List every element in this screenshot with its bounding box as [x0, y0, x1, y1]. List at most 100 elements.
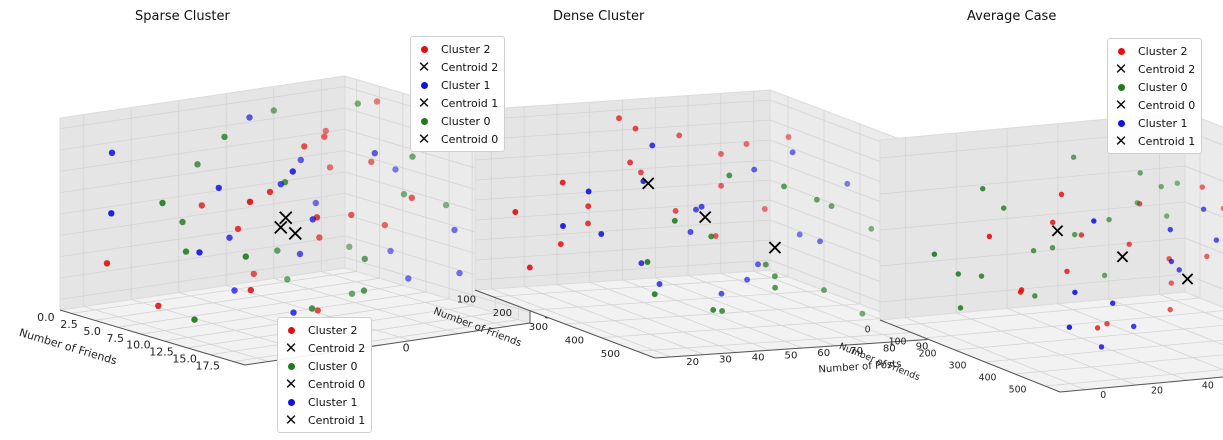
data-point: [308, 305, 316, 312]
data-point: [844, 180, 851, 187]
data-point: [246, 114, 253, 121]
data-point: [598, 231, 605, 237]
data-point: [785, 134, 792, 140]
data-point: [560, 223, 566, 229]
gridline: [71, 271, 357, 314]
x-tick-label: 15.0: [172, 352, 197, 365]
y-tick-label: 0: [403, 341, 410, 354]
centroid-marker: [274, 220, 288, 235]
legend-label: Cluster 2: [441, 42, 491, 56]
data-point: [761, 206, 768, 212]
data-point: [1134, 200, 1141, 206]
gridline: [956, 312, 1137, 386]
gridline: [984, 339, 1223, 363]
data-point: [957, 305, 964, 311]
data-point: [1017, 289, 1024, 295]
subplot-1-title: Sparse Cluster: [135, 9, 230, 24]
data-point: [1168, 280, 1175, 286]
subplot-3: 010020030040050002040608010002468Number …: [837, 111, 1223, 401]
legend-entry: ✕ Centroid 2: [415, 58, 499, 76]
data-point: [409, 153, 416, 160]
legend-entry: ✕ Centroid 0: [1112, 96, 1196, 114]
y-tick-label: 20: [686, 357, 699, 368]
data-point: [1094, 325, 1101, 331]
cross-marker-icon: ✕: [1114, 131, 1128, 150]
legend-entry: Cluster 0: [415, 112, 498, 130]
data-point: [772, 284, 779, 291]
x-axis-line: [879, 319, 1061, 393]
legend-label: Cluster 0: [441, 114, 491, 128]
legend-label: Cluster 1: [308, 395, 358, 409]
data-point: [789, 149, 796, 156]
x-tick-label: 200: [493, 308, 512, 319]
x-tick-label: 17.5: [196, 359, 221, 372]
data-point: [978, 273, 985, 279]
data-point: [1199, 184, 1206, 190]
gridline: [59, 214, 346, 258]
gridline: [117, 284, 403, 328]
data-point: [710, 306, 717, 313]
data-point: [627, 159, 634, 166]
gridline: [344, 256, 531, 313]
data-point: [743, 141, 750, 147]
y-tick-label: 70: [850, 346, 863, 357]
legend-entry: Cluster 0: [1112, 78, 1195, 96]
dot-marker-icon: [415, 40, 433, 58]
gridline: [474, 199, 771, 221]
data-point: [1066, 324, 1073, 330]
gridline: [94, 277, 380, 321]
x-tick-label: 400: [979, 373, 997, 384]
x-axis-label: Number of Friends: [18, 326, 119, 367]
y-tick-label: 80: [883, 344, 896, 355]
x-tick-label: 100: [457, 295, 476, 306]
legend-entry: ✕ Centroid 0: [282, 375, 366, 393]
data-point: [718, 290, 725, 297]
data-point: [360, 287, 368, 294]
data-point: [284, 276, 291, 283]
data-point: [215, 184, 222, 192]
centroid-stroke: [274, 220, 288, 235]
data-point: [348, 290, 356, 297]
data-point: [955, 271, 962, 277]
data-point: [616, 115, 622, 122]
dot-marker-icon: [1112, 114, 1130, 132]
gridline: [954, 324, 1223, 351]
data-point: [289, 168, 296, 175]
data-point: [676, 132, 683, 139]
gridline: [59, 256, 346, 300]
subplot-3-legend: Cluster 2 ✕ Centroid 2 Cluster 0 ✕ Centroid 0…: [1107, 38, 1203, 154]
data-point: [1030, 247, 1037, 254]
data-point: [226, 234, 233, 241]
data-point: [712, 233, 719, 239]
data-point: [1091, 218, 1097, 224]
gridline: [879, 273, 1186, 303]
data-point: [931, 251, 938, 257]
gridline: [1014, 354, 1223, 375]
cross-marker-icon: ✕: [284, 410, 298, 429]
data-point: [687, 229, 694, 235]
gridline: [879, 201, 1186, 231]
data-point: [638, 260, 645, 267]
centroid-marker: [1051, 225, 1064, 237]
data-point: [1213, 237, 1220, 243]
gridline: [1057, 303, 1223, 371]
centroid-stroke: [1116, 251, 1129, 263]
gridline: [474, 239, 771, 261]
y-tick-label: 90: [916, 341, 929, 352]
x-axis-line: [474, 289, 656, 359]
data-point: [277, 181, 284, 188]
data-point: [1106, 216, 1112, 223]
data-point: [1137, 170, 1143, 176]
data-point: [456, 269, 463, 277]
x-tick-label: 100: [889, 337, 907, 348]
data-point: [182, 248, 190, 255]
legend-entry: ✕ Centroid 2: [1112, 60, 1196, 78]
x-tick-label: 500: [1009, 385, 1027, 396]
subplot-1-legend: Cluster 2 ✕ Centroid 2 Cluster 0 ✕ Centroid 0…: [277, 317, 373, 433]
data-point: [585, 203, 592, 210]
gridline: [556, 284, 738, 353]
data-point: [274, 247, 281, 254]
gridline: [474, 139, 771, 161]
data-point: [1163, 213, 1170, 219]
